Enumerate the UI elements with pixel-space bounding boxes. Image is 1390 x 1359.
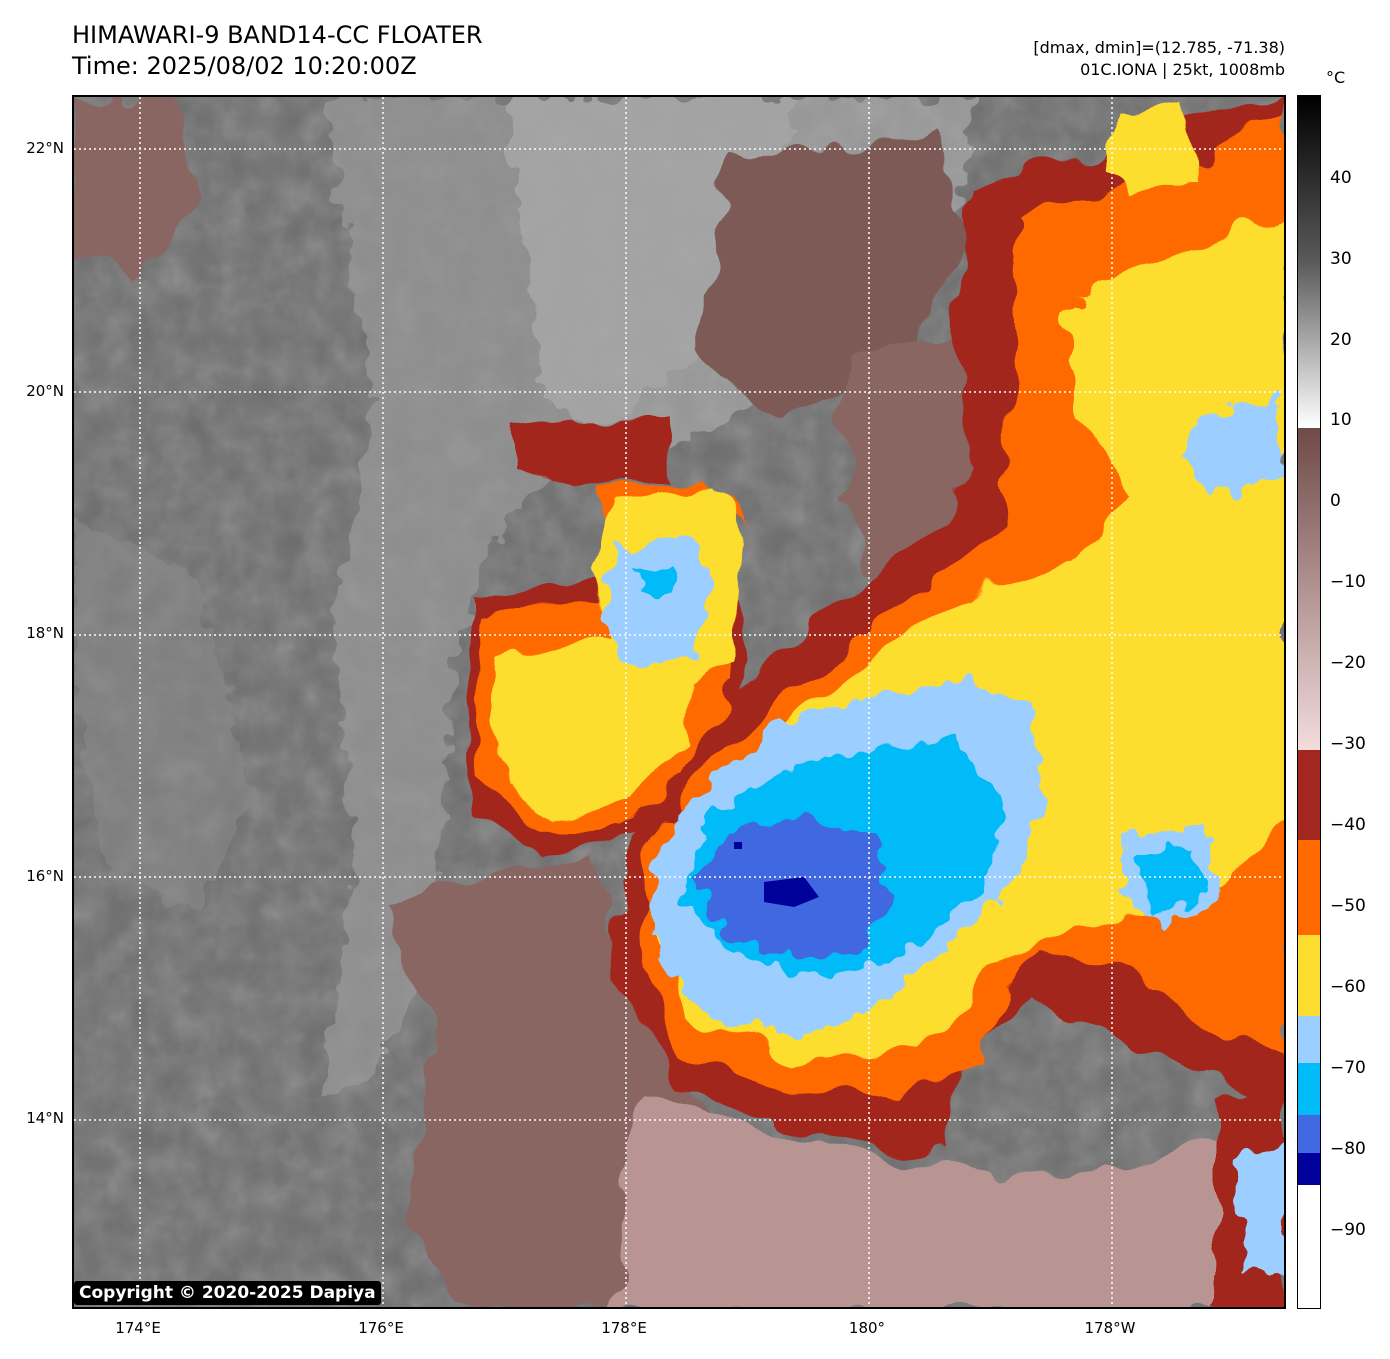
colorbar-tick: −90 <box>1330 1220 1366 1240</box>
colorbar-tick: 40 <box>1330 168 1352 188</box>
colorbar-tick: −50 <box>1330 896 1366 916</box>
time-label: Time: 2025/08/02 10:20:00Z <box>72 52 417 80</box>
colorbar-tick: −70 <box>1330 1058 1366 1078</box>
colorbar-unit: °C <box>1326 68 1346 87</box>
colorbar <box>1297 95 1321 1309</box>
lat-label-22n: 22°N <box>26 139 64 157</box>
satellite-image <box>72 95 1286 1309</box>
storm-info-label: 01C.IONA | 25kt, 1008mb <box>1080 60 1285 79</box>
colorbar-tick: 10 <box>1330 410 1352 430</box>
lon-label-180: 180° <box>848 1319 886 1337</box>
colorbar-tick: −30 <box>1330 734 1366 754</box>
colorbar-tick: −20 <box>1330 653 1366 673</box>
lat-label-18n: 18°N <box>26 624 64 642</box>
dmax-dmin-label: [dmax, dmin]=(12.785, -71.38) <box>1033 38 1285 57</box>
colorbar-tick: 0 <box>1330 491 1341 511</box>
colorbar-tick: −40 <box>1330 815 1366 835</box>
copyright-label: Copyright © 2020-2025 Dapiya <box>74 1281 381 1305</box>
ir-imagery <box>74 97 1284 1307</box>
lat-label-16n: 16°N <box>26 867 64 885</box>
lat-label-14n: 14°N <box>26 1109 64 1127</box>
chart-title: HIMAWARI-9 BAND14-CC FLOATER <box>72 21 483 49</box>
lon-label-178w: 178°W <box>1084 1319 1136 1337</box>
colorbar-tick: 20 <box>1330 330 1352 350</box>
colorbar-tick: −60 <box>1330 977 1366 997</box>
lat-label-20n: 20°N <box>26 382 64 400</box>
lon-label-174e: 174°E <box>115 1319 161 1337</box>
colorbar-tick: −10 <box>1330 572 1366 592</box>
lon-label-178e: 178°E <box>601 1319 647 1337</box>
grid-lines <box>74 97 1284 1307</box>
lon-label-176e: 176°E <box>358 1319 404 1337</box>
colorbar-tick: 30 <box>1330 249 1352 269</box>
colorbar-tick: −80 <box>1330 1139 1366 1159</box>
